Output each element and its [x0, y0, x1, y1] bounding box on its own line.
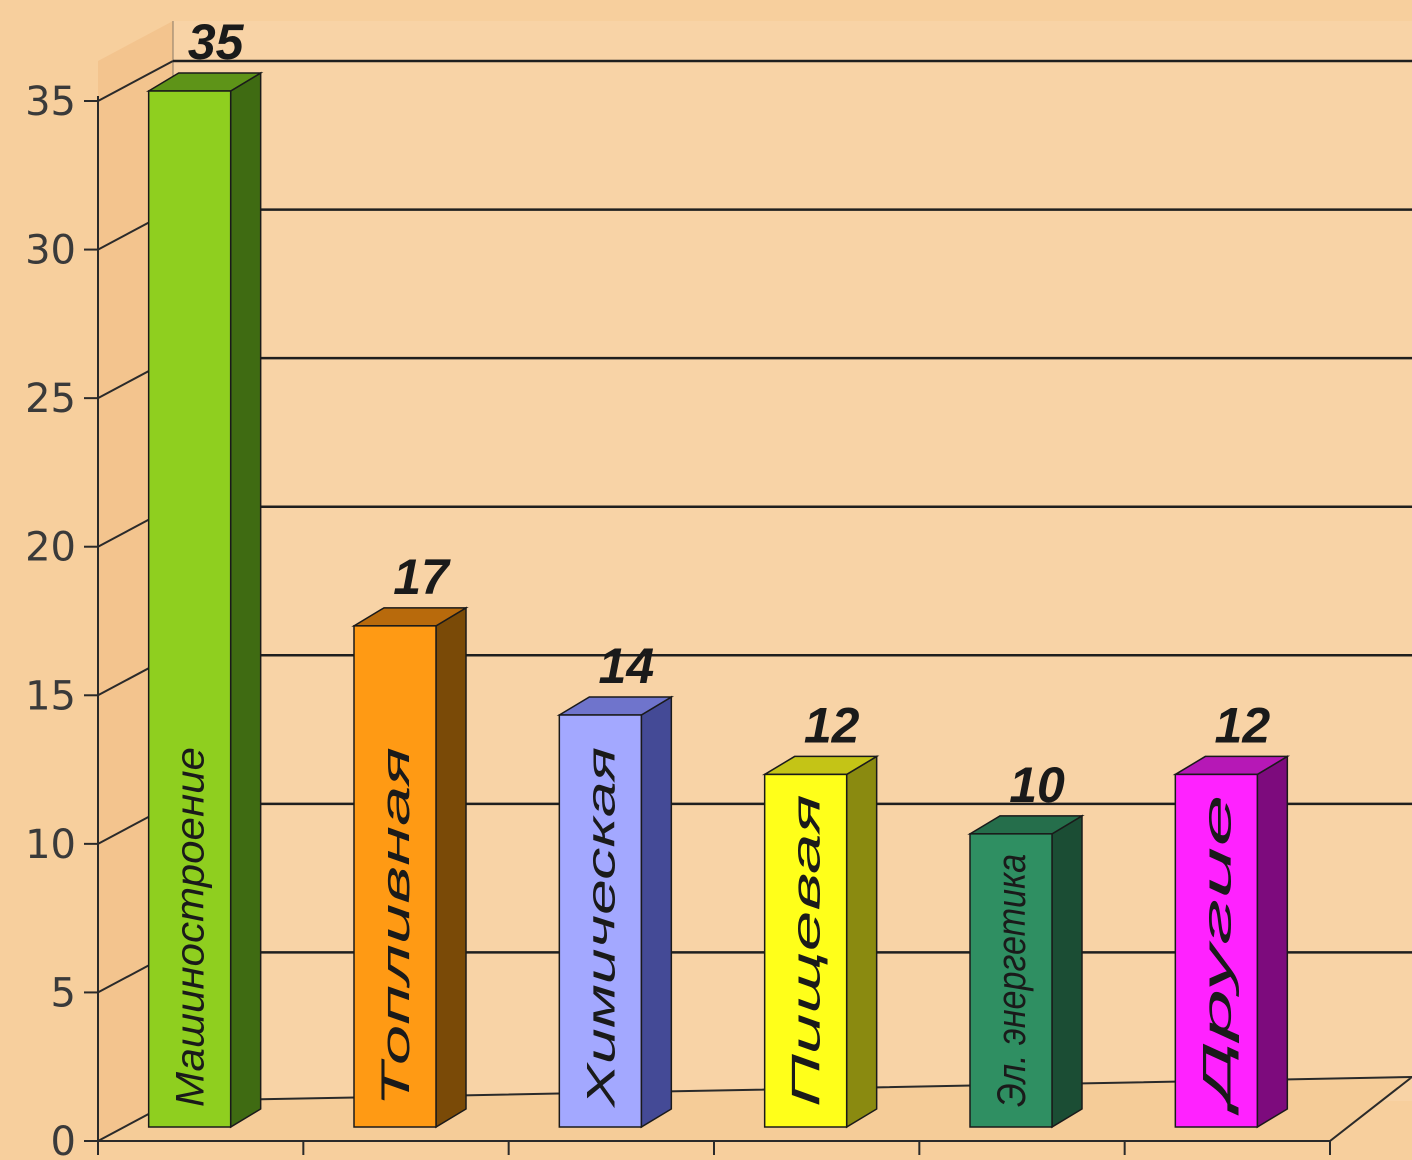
- bar: Другие: [1172, 755, 1291, 1129]
- y-tick-label: 20: [25, 525, 76, 571]
- bar-category-label: Химическая: [579, 747, 623, 1109]
- bar: Химическая: [556, 695, 675, 1129]
- bar-category-label: Эл. энергетика: [990, 854, 1034, 1107]
- bar: Эл. энергетика: [967, 814, 1085, 1129]
- bar-front: [558, 714, 643, 1128]
- bar-side: [845, 755, 878, 1129]
- back-wall: [173, 21, 1412, 1101]
- bar-side: [640, 695, 673, 1129]
- y-tick-label: 35: [25, 79, 76, 125]
- bar-side: [1051, 814, 1083, 1129]
- y-tick-label: 10: [25, 822, 76, 868]
- y-tick-label: 0: [51, 1119, 76, 1160]
- bar-value-label: 12: [1215, 697, 1271, 753]
- y-tick-label: 5: [51, 970, 76, 1016]
- bar-front: [353, 625, 437, 1128]
- bar-value-label: 10: [1009, 757, 1065, 813]
- bar: Топливная: [351, 606, 469, 1129]
- bar-value-label: 35: [188, 14, 245, 70]
- bar-category-label: Другие: [1195, 794, 1239, 1116]
- y-tick-label: 30: [25, 228, 76, 274]
- bar-value-label: 17: [393, 549, 451, 605]
- y-tick-label: 25: [25, 376, 76, 422]
- bar-category-label: Пищевая: [785, 794, 829, 1107]
- y-tick-label: 15: [25, 673, 76, 719]
- bar-category-label: Машиностроение: [169, 747, 213, 1107]
- bar-front: [763, 773, 848, 1128]
- gridline-side: [97, 60, 174, 102]
- bar-value-label: 14: [599, 638, 655, 694]
- bar-front: [147, 90, 232, 1128]
- bar: Машиностроение: [145, 71, 264, 1129]
- bar-side: [1256, 755, 1289, 1129]
- bar-front: [969, 833, 1053, 1128]
- bar-value-label: 12: [804, 697, 860, 753]
- bar: Пищевая: [761, 755, 880, 1129]
- bars: Машиностроение Топливная Химическая Пищевая…: [145, 71, 1291, 1129]
- value-labels: 35 17 14 12 10 12: [188, 14, 1270, 813]
- bar-side: [229, 71, 262, 1129]
- bar-front: [1174, 773, 1259, 1128]
- bar-category-label: Топливная: [374, 747, 418, 1107]
- bar-side: [435, 606, 467, 1129]
